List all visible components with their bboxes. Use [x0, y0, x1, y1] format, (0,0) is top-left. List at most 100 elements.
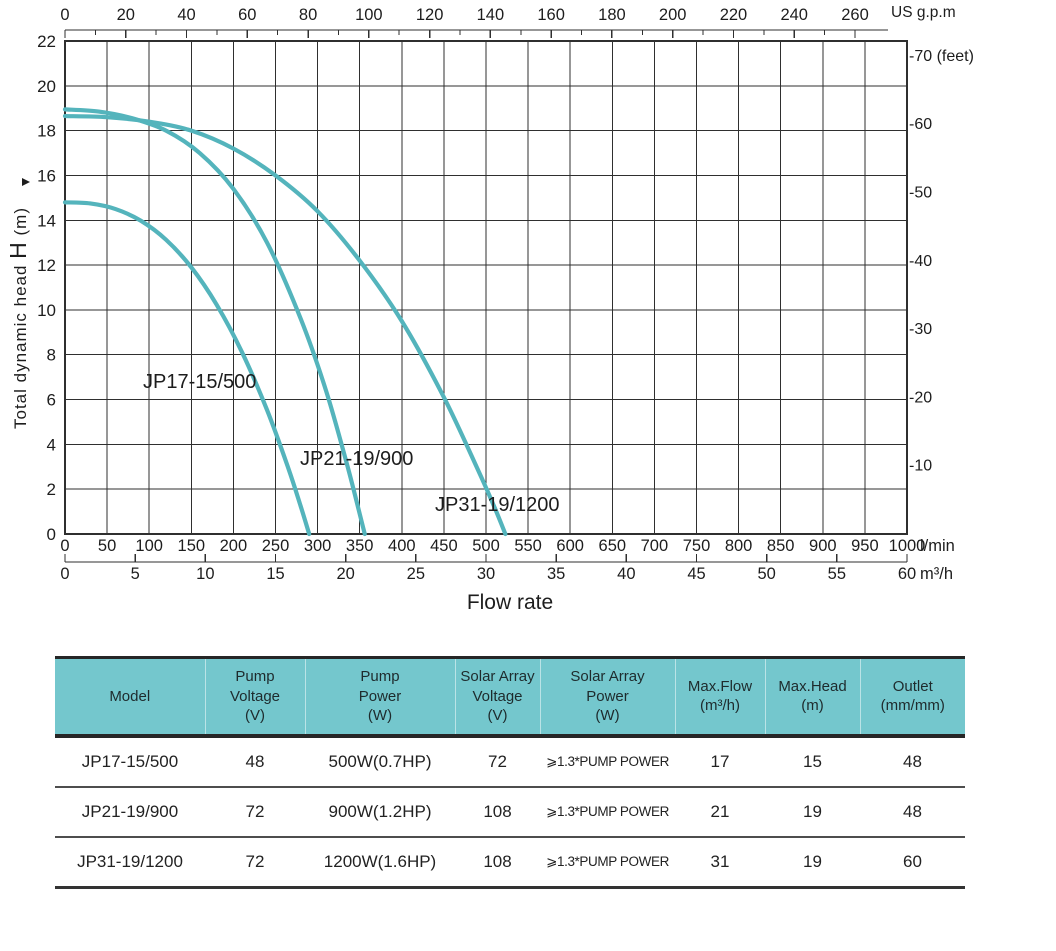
usgpm-tick-label: 180 [598, 6, 626, 24]
table-row: JP31-19/1200 72 1200W(1.6HP) 108 ⩾1.3*PUMP P… [55, 836, 965, 889]
lmin-tick-label: 400 [388, 537, 416, 555]
spec-table: Model Pump Voltage (V) Pump Power (W) Solar… [55, 656, 965, 889]
m3h-unit-label: m³/h [920, 565, 953, 583]
usgpm-ruler [64, 29, 888, 38]
lmin-tick-label: 200 [220, 537, 248, 555]
m3h-tick-label: 40 [617, 565, 635, 583]
lmin-tick-label: 250 [262, 537, 290, 555]
cell-solar_power: ⩾1.3*PUMP POWER [540, 735, 675, 788]
m3h-tick-label: 10 [196, 565, 214, 583]
pump-curve-JP31-19/1200 [62, 113, 508, 537]
head-m-tick-label: 0 [47, 525, 56, 544]
usgpm-tick-label: 20 [117, 6, 135, 24]
cell-outlet: 48 [860, 786, 965, 838]
lmin-tick-label: 850 [767, 537, 795, 555]
cell-max_head: 19 [765, 786, 860, 838]
lmin-tick-label: 1000 [889, 537, 926, 555]
pump-curve-JP21-19/900 [62, 107, 367, 537]
head-m-tick-label: 16 [37, 166, 56, 185]
cell-max_flow: 31 [675, 836, 765, 889]
cell-outlet: 60 [860, 836, 965, 889]
m3h-tick-label: 50 [757, 565, 775, 583]
table-row: JP21-19/900 72 900W(1.2HP) 108 ⩾1.3*PUMP POW… [55, 786, 965, 838]
head-feet-tick-label: -70 (feet) [909, 48, 974, 65]
column-header-model: Model [55, 656, 205, 738]
head-m-tick-label: 14 [37, 211, 56, 230]
spec-table-head: Model Pump Voltage (V) Pump Power (W) Solar… [55, 656, 965, 738]
m3h-ruler [64, 554, 908, 563]
cell-pump_power: 900W(1.2HP) [305, 786, 455, 838]
head-m-tick-label: 4 [47, 435, 56, 454]
cell-solar_power: ⩾1.3*PUMP POWER [540, 786, 675, 838]
curve-label: JP31-19/1200 [435, 494, 560, 516]
spec-table-header-row: Model Pump Voltage (V) Pump Power (W) Solar… [55, 656, 965, 738]
lmin-tick-label: 50 [98, 537, 116, 555]
usgpm-tick-label: 140 [477, 6, 505, 24]
cell-model: JP21-19/900 [55, 786, 205, 838]
usgpm-unit-label: US g.p.m [891, 4, 956, 21]
head-feet-tick-label: -20 [909, 389, 932, 406]
cell-pump_power: 1200W(1.6HP) [305, 836, 455, 889]
lmin-tick-label: 450 [430, 537, 458, 555]
m3h-tick-label: 55 [828, 565, 846, 583]
cell-solar_voltage: 108 [455, 786, 540, 838]
usgpm-tick-label: 100 [355, 6, 383, 24]
lmin-tick-label: 650 [599, 537, 627, 555]
m3h-tick-label: 45 [687, 565, 705, 583]
lmin-tick-label: 750 [683, 537, 711, 555]
cell-solar_power: ⩾1.3*PUMP POWER [540, 836, 675, 889]
m3h-tick-label: 35 [547, 565, 565, 583]
chart-frame [64, 40, 908, 535]
lmin-unit-label: l/min [920, 537, 955, 555]
lmin-tick-label: 550 [514, 537, 542, 555]
m3h-tick-label: 25 [407, 565, 425, 583]
m3h-tick-label: 15 [266, 565, 284, 583]
curve-label: JP17-15/500 [143, 371, 256, 393]
column-header-solar_voltage: Solar Array Voltage (V) [454, 656, 540, 738]
usgpm-tick-label: 220 [720, 6, 748, 24]
total-dynamic-head-axis-title: Total dynamic head H (m) [5, 207, 31, 429]
usgpm-tick-label: 80 [299, 6, 317, 24]
head-feet-tick-label: -30 [909, 321, 932, 338]
cell-pump_voltage: 48 [205, 735, 305, 788]
cell-max_flow: 17 [675, 735, 765, 788]
cell-model: JP17-15/500 [55, 735, 205, 788]
head-m-tick-label: 8 [47, 346, 56, 365]
lmin-tick-label: 300 [304, 537, 332, 555]
usgpm-tick-label: 60 [238, 6, 256, 24]
axis-arrow-icon [22, 178, 30, 186]
pump-curve-JP17-15/500 [62, 200, 312, 537]
lmin-tick-label: 800 [725, 537, 753, 555]
usgpm-tick-label: 120 [416, 6, 444, 24]
spec-table-body: JP17-15/500 48 500W(0.7HP) 72 ⩾1.3*PUMP POWE… [55, 735, 965, 889]
lmin-tick-label: 950 [851, 537, 879, 555]
lmin-tick-label: 100 [135, 537, 163, 555]
cell-pump_voltage: 72 [205, 836, 305, 889]
column-header-pump_power: Pump Power (W) [304, 656, 455, 738]
lmin-tick-label: 700 [641, 537, 669, 555]
cell-outlet: 48 [860, 735, 965, 788]
cell-solar_voltage: 72 [455, 735, 540, 788]
usgpm-tick-label: 160 [537, 6, 565, 24]
cell-pump_voltage: 72 [205, 786, 305, 838]
column-header-outlet: Outlet (mm/mm) [859, 656, 965, 738]
column-header-max_flow: Max.Flow (m³/h) [674, 656, 765, 738]
cell-model: JP31-19/1200 [55, 836, 205, 889]
head-feet-tick-label: -40 [909, 253, 932, 270]
curve-label: JP21-19/900 [300, 448, 413, 470]
lmin-tick-label: 500 [472, 537, 500, 555]
head-feet-tick-label: -60 [909, 116, 932, 133]
usgpm-tick-label: 0 [60, 6, 69, 24]
m3h-tick-label: 30 [477, 565, 495, 583]
flow-rate-axis-title: Flow rate [467, 591, 553, 614]
head-feet-tick-label: -50 [909, 184, 932, 201]
lmin-tick-label: 350 [346, 537, 374, 555]
cell-max_flow: 21 [675, 786, 765, 838]
cell-pump_power: 500W(0.7HP) [305, 735, 455, 788]
column-header-pump_voltage: Pump Voltage (V) [204, 656, 305, 738]
cell-solar_voltage: 108 [455, 836, 540, 889]
head-m-tick-label: 18 [37, 122, 56, 141]
m3h-tick-label: 20 [336, 565, 354, 583]
lmin-tick-label: 600 [556, 537, 584, 555]
head-m-tick-label: 12 [37, 256, 56, 275]
